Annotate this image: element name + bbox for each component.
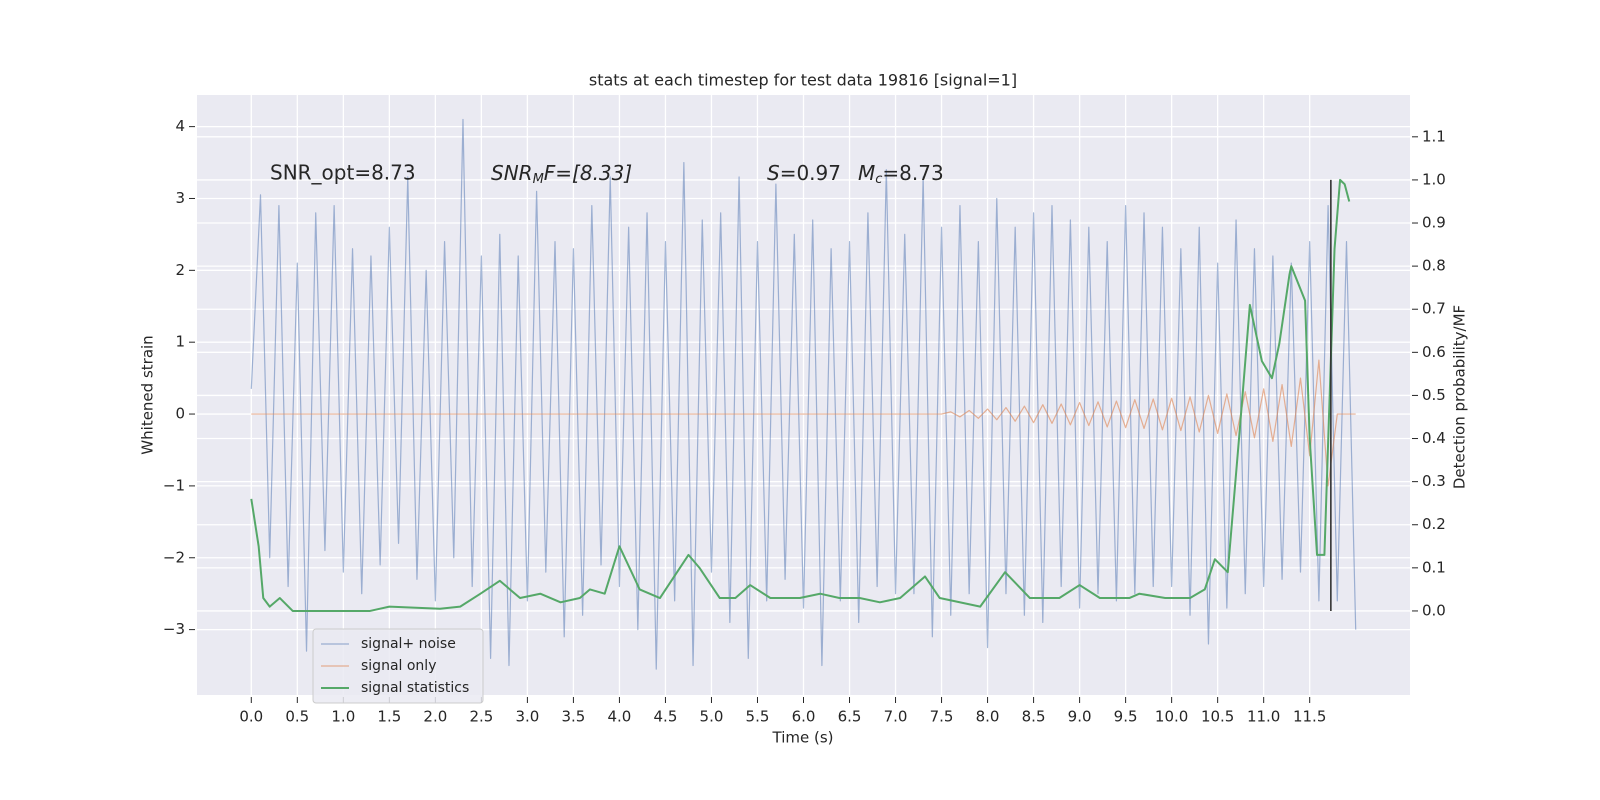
annotation-part: =8.73 (882, 161, 943, 185)
annotation: SNR_opt=8.73 (270, 161, 416, 185)
y2-tick-label: 1.0 (1422, 170, 1446, 188)
y2-tick-label: 0.6 (1422, 343, 1446, 361)
y2-tick-label: 0.4 (1422, 429, 1446, 447)
y-tick-label: −3 (163, 620, 185, 638)
x-tick-label: 6.0 (792, 708, 816, 726)
x-tick-label: 7.0 (884, 708, 908, 726)
annotation-part: M (858, 161, 875, 185)
x-axis-label: Time (s) (772, 729, 834, 747)
legend-label: signal statistics (361, 680, 469, 696)
x-tick-label: 4.0 (608, 708, 632, 726)
y2-tick-label: 1.1 (1422, 127, 1446, 145)
annotation: Mc=8.73 (858, 161, 944, 187)
series-line (251, 359, 1356, 487)
y2-tick-label: 0.2 (1422, 515, 1446, 533)
legend: signal+ noise signal only signal statistic… (312, 628, 484, 704)
y2-tick-label: 0.5 (1422, 386, 1446, 404)
annotation: SNRMF=[8.33] (491, 161, 632, 187)
x-tick-label: 2.5 (469, 708, 493, 726)
legend-label: signal only (361, 658, 436, 674)
annotation-part: =0.97 (780, 161, 841, 185)
y-tick-label: −2 (163, 548, 185, 566)
x-tick-label: 10.5 (1201, 708, 1234, 726)
legend-box (312, 628, 484, 704)
y-tick-label: 1 (175, 333, 185, 351)
x-tick-label: 11.0 (1247, 708, 1280, 726)
annotation-part: S (767, 161, 780, 185)
y-tick-label: 4 (175, 117, 185, 135)
x-tick-label: 10.0 (1155, 708, 1188, 726)
y-axis-label: Whitened strain (139, 335, 157, 454)
y2-tick-label: 0.8 (1422, 257, 1446, 275)
series-line (250, 118, 1357, 670)
x-tick-label: 7.5 (930, 708, 954, 726)
annotation-part: F=[8.33] (544, 161, 632, 185)
x-tick-label: 2.0 (423, 708, 447, 726)
y-tick-label: 2 (175, 261, 185, 279)
annotation-sub: M (533, 172, 544, 187)
y2-tick-label: 0.7 (1422, 300, 1446, 318)
y2-tick-label: 0.9 (1422, 214, 1446, 232)
chart-title: stats at each timestep for test data 198… (589, 71, 1017, 90)
y2-tick-label: 0.1 (1422, 558, 1446, 576)
annotation-sub: c (875, 172, 882, 187)
y-tick-label: 0 (175, 405, 185, 423)
annotation: S=0.97 (767, 161, 841, 185)
legend-label: signal+ noise (361, 636, 456, 652)
x-tick-label: 6.5 (838, 708, 862, 726)
y2-axis-label: Detection probability/MF (1451, 305, 1469, 489)
x-tick-label: 4.5 (654, 708, 678, 726)
series-line (250, 178, 1351, 612)
x-tick-label: 5.5 (746, 708, 770, 726)
x-tick-label: 3.0 (515, 708, 539, 726)
x-tick-label: 9.0 (1068, 708, 1092, 726)
annotation-part: SNR (491, 161, 533, 185)
x-tick-label: 0.0 (239, 708, 263, 726)
x-tick-label: 11.5 (1293, 708, 1326, 726)
y2-tick-label: 0.0 (1422, 601, 1446, 619)
x-tick-label: 1.0 (331, 708, 355, 726)
x-tick-label: 3.5 (561, 708, 585, 726)
plot-layer (197, 95, 1410, 695)
x-tick-label: 8.5 (1022, 708, 1046, 726)
x-tick-label: 8.0 (976, 708, 1000, 726)
x-tick-label: 9.5 (1114, 708, 1138, 726)
x-tick-label: 1.5 (377, 708, 401, 726)
x-tick-label: 0.5 (285, 708, 309, 726)
y-tick-label: −1 (163, 476, 185, 494)
y-tick-label: 3 (175, 189, 185, 207)
x-tick-label: 5.0 (700, 708, 724, 726)
y2-tick-label: 0.3 (1422, 472, 1446, 490)
